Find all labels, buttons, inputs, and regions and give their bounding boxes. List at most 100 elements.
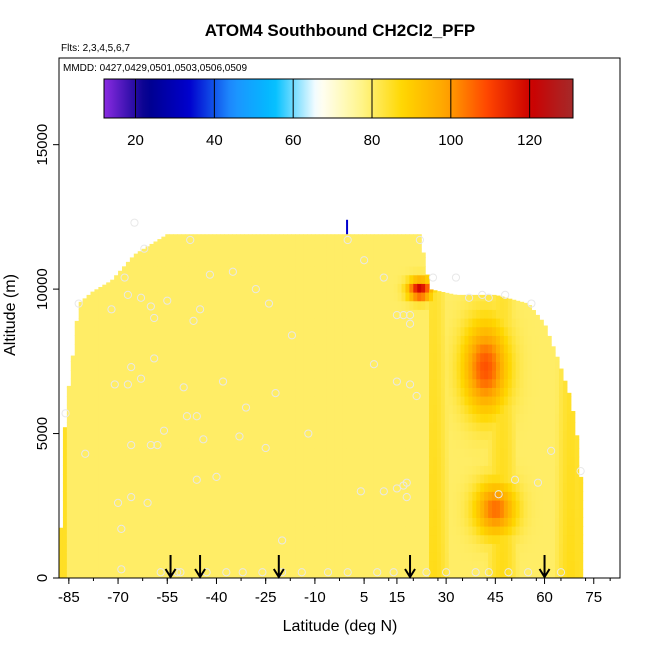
sample-point: [136, 293, 146, 302]
field-cell: [291, 361, 296, 371]
field-cell: [385, 318, 391, 328]
field-cell: [62, 439, 68, 449]
field-cell: [173, 283, 178, 293]
field-cell: [362, 413, 367, 423]
field-cell: [133, 335, 139, 345]
field-cell: [106, 465, 111, 475]
field-cell: [78, 543, 84, 553]
field-cell: [224, 448, 229, 458]
field-cell: [511, 422, 517, 432]
field-cell: [389, 508, 395, 518]
field-cell: [267, 482, 273, 492]
field-cell: [125, 370, 131, 380]
field-cell: [318, 326, 324, 336]
field-cell: [173, 413, 178, 423]
field-cell: [169, 266, 174, 276]
field-cell: [173, 274, 178, 284]
field-cell: [165, 326, 170, 336]
field-cell: [244, 413, 249, 423]
field-cell: [468, 526, 473, 536]
field-cell: [448, 335, 454, 345]
field-cell: [354, 396, 359, 406]
field-cell: [310, 274, 316, 284]
field-cell: [94, 448, 99, 458]
field-cell: [566, 474, 572, 484]
field-cell: [137, 378, 143, 388]
field-cell: [114, 370, 119, 380]
field-cell: [366, 508, 371, 518]
field-cell: [121, 474, 127, 484]
field-cell: [488, 500, 493, 510]
field-cell: [346, 300, 351, 310]
field-cell: [342, 300, 347, 310]
field-cell: [240, 552, 245, 562]
field-cell: [346, 378, 351, 388]
field-cell: [121, 309, 127, 319]
field-cell: [373, 257, 379, 267]
field-cell: [425, 430, 430, 440]
field-cell: [208, 274, 214, 284]
field-cell: [543, 344, 548, 354]
field-cell: [125, 526, 131, 536]
field-cell: [397, 404, 403, 414]
field-cell: [547, 352, 552, 362]
field-cell: [125, 552, 131, 562]
field-cell: [192, 234, 198, 241]
field-cell: [251, 326, 257, 336]
field-cell: [220, 309, 225, 319]
field-cell: [196, 534, 202, 544]
field-cell: [267, 361, 273, 371]
field-cell: [499, 448, 505, 458]
field-cell: [397, 274, 403, 284]
field-cell: [149, 396, 155, 406]
field-cell: [188, 248, 194, 258]
field-cell: [358, 439, 363, 449]
field-cell: [503, 300, 509, 310]
field-cell: [78, 370, 84, 380]
field-cell: [362, 430, 367, 440]
field-cell: [106, 282, 111, 284]
field-cell: [177, 378, 182, 388]
field-cell: [177, 344, 182, 354]
field-cell: [200, 274, 206, 284]
field-cell: [456, 326, 462, 336]
field-cell: [173, 517, 178, 527]
field-cell: [566, 526, 572, 536]
field-cell: [224, 240, 229, 250]
field-cell: [515, 552, 521, 562]
field-cell: [192, 569, 198, 578]
field-cell: [444, 526, 450, 536]
field-cell: [78, 439, 84, 449]
field-cell: [287, 465, 292, 475]
field-cell: [338, 257, 344, 267]
field-cell: [299, 500, 304, 510]
field-cell: [118, 326, 123, 336]
field-cell: [417, 274, 422, 284]
field-cell: [303, 517, 308, 527]
field-cell: [476, 552, 481, 562]
field-cell: [539, 396, 544, 406]
field-cell: [121, 326, 127, 336]
field-cell: [259, 283, 265, 293]
field-cell: [460, 361, 466, 371]
field-cell: [433, 326, 438, 336]
field-cell: [314, 552, 320, 562]
field-cell: [499, 560, 505, 570]
field-cell: [192, 283, 198, 293]
field-cell: [558, 465, 564, 475]
field-cell: [177, 439, 182, 449]
field-cell: [244, 526, 249, 536]
field-cell: [114, 465, 119, 475]
field-cell: [472, 517, 477, 527]
sample-point: [228, 267, 237, 276]
field-cell: [224, 370, 229, 380]
field-cell: [184, 352, 190, 362]
field-cell: [74, 491, 80, 501]
field-cell: [307, 422, 312, 432]
field-cell: [74, 326, 80, 336]
field-cell: [488, 361, 493, 371]
field-cell: [114, 439, 119, 449]
field-cell: [236, 266, 241, 276]
field-cell: [488, 569, 493, 578]
field-cell: [362, 370, 367, 380]
